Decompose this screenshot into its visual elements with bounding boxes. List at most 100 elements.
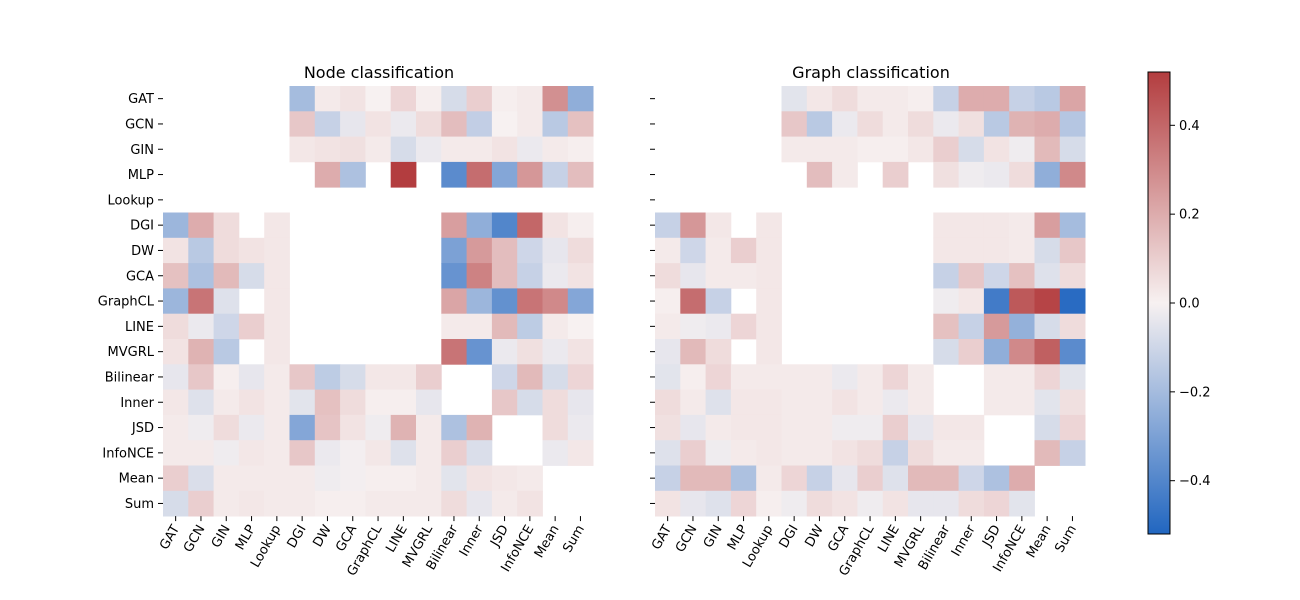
heatmap-cell: [441, 212, 467, 239]
heatmap-cell: [163, 465, 189, 492]
heatmap-cell: [1009, 212, 1035, 239]
y-tick-label: JSD: [131, 421, 154, 436]
heatmap-cell: [983, 161, 1010, 188]
heatmap-cell: [264, 414, 290, 441]
heatmap-cell: [908, 364, 934, 390]
heatmap-cell: [466, 212, 493, 239]
heatmap-cell: [314, 86, 341, 112]
heatmap-cell: [491, 136, 518, 163]
heatmap-cell: [517, 313, 543, 340]
y-tick-label: GCA: [126, 269, 154, 284]
heatmap-cell: [655, 212, 681, 239]
heatmap-cell: [567, 111, 594, 137]
heatmap-cell: [1059, 161, 1086, 188]
heatmap-cell: [213, 288, 240, 315]
heatmap-cell: [416, 490, 442, 517]
heatmap-cell: [933, 465, 959, 492]
heatmap-cell: [466, 161, 493, 188]
heatmap-cell: [542, 288, 569, 315]
heatmap-cell: [188, 313, 214, 340]
heatmap-cell: [983, 237, 1010, 264]
heatmap-cell: [1034, 364, 1061, 390]
heatmap-cell: [491, 364, 518, 390]
heatmap-cell: [1034, 111, 1061, 137]
heatmap-cell: [365, 440, 392, 466]
heatmap-cell: [517, 465, 543, 492]
heatmap-cell: [213, 364, 240, 390]
heatmap-cell: [289, 136, 316, 163]
heatmap-cell: [365, 490, 392, 517]
heatmap-cell: [781, 490, 808, 517]
heatmap-cell: [882, 161, 909, 188]
y-tick-label: GraphCL: [98, 295, 155, 310]
heatmap-cell: [730, 389, 757, 416]
heatmap-cell: [705, 212, 732, 239]
heatmap-cell: [542, 111, 569, 137]
heatmap-cell: [289, 389, 316, 416]
heatmap-cell: [958, 288, 985, 315]
heatmap-cell: [1009, 389, 1035, 416]
heatmap-cell: [238, 414, 265, 441]
heatmap-cell: [517, 339, 543, 365]
heatmap-cell: [680, 414, 706, 441]
heatmap-cell: [466, 490, 493, 517]
heatmap-cell: [933, 86, 959, 112]
heatmap-cell: [781, 364, 808, 390]
heatmap-cell: [340, 86, 366, 112]
heatmap-cell: [1034, 389, 1061, 416]
heatmap-cell: [390, 389, 417, 416]
heatmap-cell: [857, 111, 884, 137]
heatmap-cell: [1059, 111, 1086, 137]
heatmap-cell: [238, 440, 265, 466]
heatmap-cell: [441, 263, 467, 289]
x-tick-label: GIN: [209, 523, 234, 551]
heatmap-cell: [983, 212, 1010, 239]
x-tick-label: DW: [310, 522, 334, 549]
heatmap-cell: [756, 288, 782, 315]
heatmap-cell: [806, 111, 833, 137]
heatmap-cell: [655, 288, 681, 315]
heatmap-cell: [680, 288, 706, 315]
heatmap-cell: [806, 465, 833, 492]
heatmap-cell: [933, 490, 959, 517]
heatmap-cell: [730, 490, 757, 517]
heatmap-cell: [882, 490, 909, 517]
heatmap-cell: [1009, 339, 1035, 365]
heatmap-cell: [314, 111, 341, 137]
heatmap-cell: [857, 136, 884, 163]
heatmap-cell: [340, 136, 366, 163]
heatmap-cell: [680, 440, 706, 466]
heatmap-cell: [655, 364, 681, 390]
heatmap-cell: [264, 339, 290, 365]
heatmap-cell: [365, 389, 392, 416]
heatmap-cell: [705, 440, 732, 466]
heatmap-cell: [314, 136, 341, 163]
heatmap-cell: [466, 86, 493, 112]
y-tick-label: DW: [131, 244, 154, 259]
heatmap-cell: [542, 237, 569, 264]
heatmap-cell: [857, 364, 884, 390]
heatmap-cell: [655, 263, 681, 289]
heatmap-cell: [933, 313, 959, 340]
heatmap-cell: [832, 86, 858, 112]
heatmap-cell: [264, 465, 290, 492]
x-tick-label: MLP: [725, 522, 751, 552]
heatmap-cell: [730, 364, 757, 390]
y-tick-label: Lookup: [107, 193, 154, 208]
colorbar-tick-label: 0.0: [1179, 297, 1200, 312]
heatmap-cell: [1009, 237, 1035, 264]
heatmap-cell: [365, 364, 392, 390]
heatmap-cell: [441, 86, 467, 112]
x-tick-label: GCN: [181, 523, 208, 556]
heatmap-cell: [466, 136, 493, 163]
heatmap-cell: [1059, 263, 1086, 289]
heatmap-cell: [365, 111, 392, 137]
colorbar-tick-label: −0.2: [1179, 385, 1211, 400]
heatmap-cell: [441, 465, 467, 492]
heatmap-cell: [491, 263, 518, 289]
heatmap-cell: [1034, 136, 1061, 163]
heatmap-cell: [1034, 263, 1061, 289]
heatmap-cell: [705, 364, 732, 390]
heatmap-cell: [340, 389, 366, 416]
y-tick-label: Bilinear: [105, 370, 155, 385]
